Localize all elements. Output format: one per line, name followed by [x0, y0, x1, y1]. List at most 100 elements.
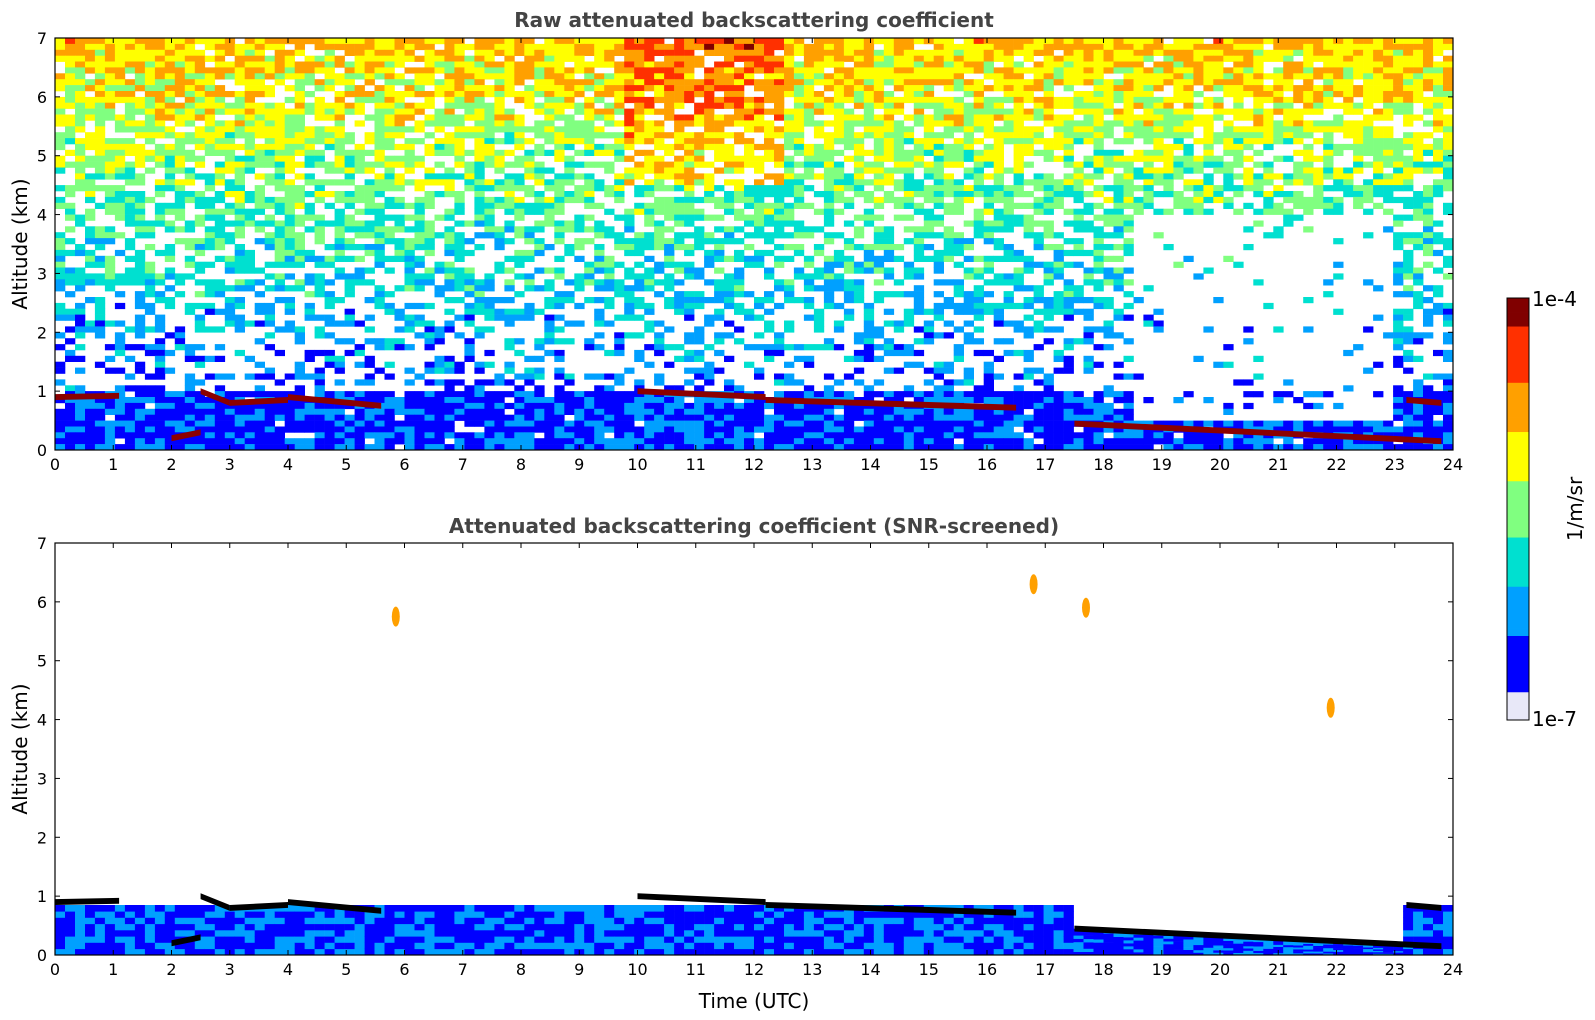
noise-cell: [274, 38, 285, 45]
noise-cell: [1253, 138, 1264, 145]
noise-cell: [324, 61, 335, 68]
noise-cell: [584, 73, 595, 80]
noise-cell: [474, 132, 485, 139]
noise-cell: [913, 85, 925, 92]
noise-cell: [514, 114, 525, 121]
noise-cell: [164, 173, 176, 180]
noise-cell: [404, 320, 415, 327]
noise-cell: [684, 91, 695, 98]
noise-cell: [1033, 179, 1044, 186]
noise-cell: [134, 320, 146, 327]
noise-cell: [124, 344, 136, 351]
noise-cell: [1273, 155, 1284, 162]
noise-cell: [923, 132, 935, 139]
noise-cell: [1083, 49, 1094, 56]
noise-cell: [184, 155, 196, 162]
noise-cell: [214, 285, 226, 292]
noise-cell: [224, 61, 236, 68]
noise-cell: [204, 38, 216, 45]
noise-cell: [1303, 96, 1314, 104]
noise-cell: [803, 49, 815, 56]
noise-cell: [584, 267, 595, 274]
noise-cell: [694, 291, 705, 298]
noise-cell: [544, 279, 555, 286]
noise-cell: [454, 232, 465, 239]
noise-cell: [654, 261, 665, 268]
noise-cell: [384, 267, 395, 274]
noise-cell: [704, 143, 715, 151]
noise-cell: [1283, 43, 1294, 51]
noise-cell: [554, 291, 565, 298]
noise-cell: [354, 108, 365, 115]
noise-cell: [444, 173, 455, 180]
noise-cell: [1233, 96, 1244, 104]
noise-cell: [963, 196, 974, 204]
noise-cell: [953, 191, 964, 198]
noise-cell: [1173, 161, 1184, 168]
noise-cell: [1223, 179, 1234, 186]
noise-cell: [524, 167, 535, 174]
noise-cell: [1363, 191, 1374, 198]
noise-cell: [164, 85, 176, 92]
noise-cell: [454, 249, 465, 257]
noise-cell: [544, 285, 555, 292]
noise-cell: [1153, 96, 1164, 104]
noise-cell: [1293, 73, 1304, 80]
noise-cell: [474, 285, 485, 292]
noise-cell: [424, 102, 435, 109]
noise-cell: [75, 79, 86, 86]
noise-cell: [873, 297, 885, 304]
noise-cell: [294, 38, 305, 45]
noise-cell: [1373, 132, 1384, 139]
noise-cell: [94, 102, 106, 109]
noise-cell: [664, 149, 675, 156]
noise-cell: [704, 179, 715, 186]
noise-cell: [1403, 155, 1414, 162]
noise-cell: [454, 102, 465, 109]
noise-cell: [1373, 67, 1384, 74]
noise-cell: [1183, 155, 1194, 162]
noise-cell: [544, 314, 555, 321]
noise-cell: [1263, 161, 1274, 168]
noise-cell: [1353, 167, 1364, 174]
noise-cell: [564, 102, 575, 109]
noise-cell: [1133, 85, 1144, 92]
noise-cell: [484, 208, 495, 215]
noise-cell: [374, 38, 385, 45]
noise-cell: [494, 61, 505, 68]
noise-cell: [903, 55, 915, 62]
noise-cell: [1433, 155, 1444, 162]
noise-cell: [644, 179, 655, 186]
noise-cell: [1163, 179, 1174, 186]
noise-cell: [214, 161, 226, 168]
noise-cell: [1003, 61, 1014, 68]
noise-cell: [414, 279, 425, 286]
noise-cell: [364, 220, 375, 227]
noise-cell: [1423, 226, 1434, 233]
noise-cell: [324, 114, 335, 121]
noise-cell: [1203, 85, 1214, 92]
noise-cell: [514, 61, 525, 68]
noise-cell: [1143, 202, 1154, 209]
noise-cell: [883, 232, 895, 239]
noise-cell: [823, 73, 835, 80]
noise-cell: [344, 196, 355, 204]
noise-cell: [274, 226, 285, 233]
noise-cell: [204, 126, 216, 133]
noise-cell: [624, 114, 635, 121]
noise-cell: [893, 38, 905, 45]
noise-cell: [1303, 167, 1314, 174]
noise-cell: [674, 185, 685, 192]
noise-cell: [1423, 208, 1434, 215]
noise-cell: [993, 244, 1004, 251]
noise-cell: [384, 108, 395, 115]
noise-cell: [124, 108, 136, 115]
noise-cell: [55, 138, 66, 145]
noise-cell: [604, 232, 615, 239]
noise-cell: [1353, 85, 1364, 92]
noise-cell: [55, 367, 66, 374]
noise-cell: [963, 143, 974, 151]
noise-cell: [823, 167, 835, 174]
noise-cell: [1023, 191, 1034, 198]
noise-cell: [833, 43, 845, 51]
